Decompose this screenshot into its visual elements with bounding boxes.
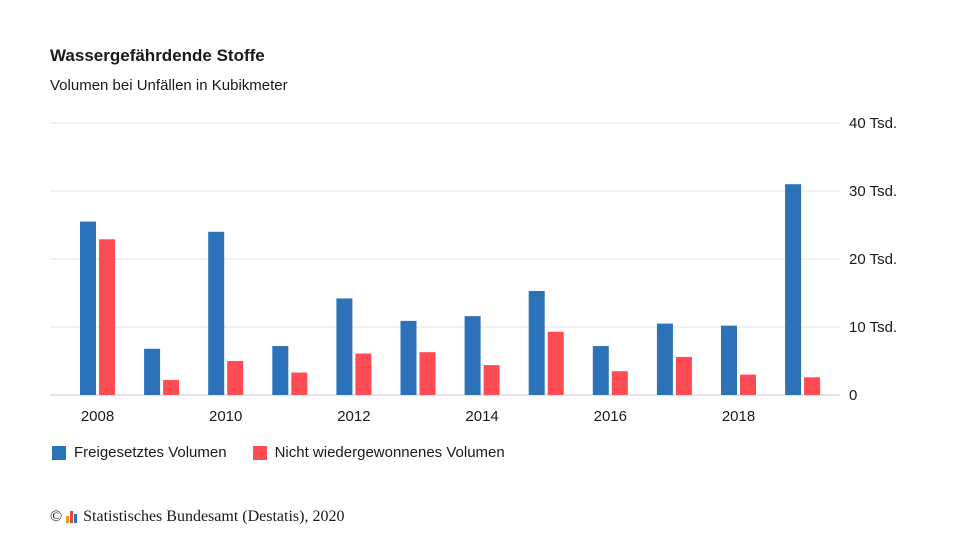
bar-nicht-wiedergewonnen[interactable] [611, 371, 628, 395]
x-tick-label: 2010 [209, 408, 242, 425]
chart-legend: Freigesetztes Volumen Nicht wiedergewonn… [52, 444, 531, 461]
bar-freigesetzt[interactable] [208, 231, 225, 395]
chart-title: Wassergefährdende Stoffe [50, 46, 265, 65]
y-tick-label: 40 Tsd. [849, 115, 897, 132]
x-tick-label: 2016 [594, 408, 627, 425]
bar-freigesetzt[interactable] [144, 348, 161, 395]
copyright-symbol: © [50, 508, 63, 525]
source-text: Statistisches Bundesamt (Destatis), 2020 [83, 508, 345, 525]
x-tick-label: 2008 [81, 408, 114, 425]
x-tick-label: 2014 [465, 408, 498, 425]
bar-freigesetzt[interactable] [656, 323, 673, 395]
bar-nicht-wiedergewonnen[interactable] [163, 380, 180, 395]
bar-freigesetzt[interactable] [592, 346, 609, 395]
bar-nicht-wiedergewonnen[interactable] [740, 374, 756, 395]
bar-chart: 0 10 Tsd. 20 Tsd. 30 Tsd. 40 Tsd. 2008 2010 201… [50, 115, 897, 425]
bar-freigesetzt[interactable] [721, 325, 737, 395]
legend-swatch-freigesetzt [52, 445, 66, 460]
bar-nicht-wiedergewonnen[interactable] [99, 239, 115, 395]
x-tick-label: 2018 [722, 408, 755, 425]
bar-freigesetzt[interactable] [528, 290, 545, 395]
legend-item-freigesetzt[interactable]: Freigesetztes Volumen [52, 444, 227, 461]
destatis-logo-icon [66, 511, 78, 523]
bar-nicht-wiedergewonnen[interactable] [291, 372, 308, 395]
legend-label-nicht-wiedergewonnen: Nicht wiedergewonnenes Volumen [274, 444, 505, 461]
bar-freigesetzt[interactable] [464, 316, 481, 395]
bar-nicht-wiedergewonnen[interactable] [675, 356, 692, 395]
y-tick-label: 0 [849, 387, 857, 404]
bar-nicht-wiedergewonnen[interactable] [227, 361, 244, 395]
bar-nicht-wiedergewonnen[interactable] [355, 353, 372, 395]
bar-freigesetzt[interactable] [400, 320, 417, 395]
bar-freigesetzt[interactable] [80, 221, 96, 395]
bar-nicht-wiedergewonnen[interactable] [483, 365, 500, 395]
legend-item-nicht-wiedergewonnen[interactable]: Nicht wiedergewonnenes Volumen [252, 444, 505, 461]
bar-nicht-wiedergewonnen[interactable] [419, 352, 436, 395]
y-tick-label: 30 Tsd. [849, 183, 897, 200]
source-credit: © Statistisches Bundesamt (Destatis), 20… [50, 508, 344, 526]
bar-freigesetzt[interactable] [272, 346, 289, 395]
bar-nicht-wiedergewonnen[interactable] [547, 331, 564, 395]
y-tick-label: 20 Tsd. [849, 251, 897, 268]
bar-freigesetzt[interactable] [785, 184, 802, 395]
x-tick-label: 2012 [337, 408, 370, 425]
legend-label-freigesetzt: Freigesetztes Volumen [74, 444, 227, 461]
bar-nicht-wiedergewonnen[interactable] [804, 377, 821, 395]
legend-swatch-nicht-wiedergewonnen [252, 445, 267, 460]
bar-freigesetzt[interactable] [336, 298, 353, 395]
y-tick-label: 10 Tsd. [849, 319, 897, 336]
chart-subtitle: Volumen bei Unfällen in Kubikmeter [50, 77, 288, 94]
